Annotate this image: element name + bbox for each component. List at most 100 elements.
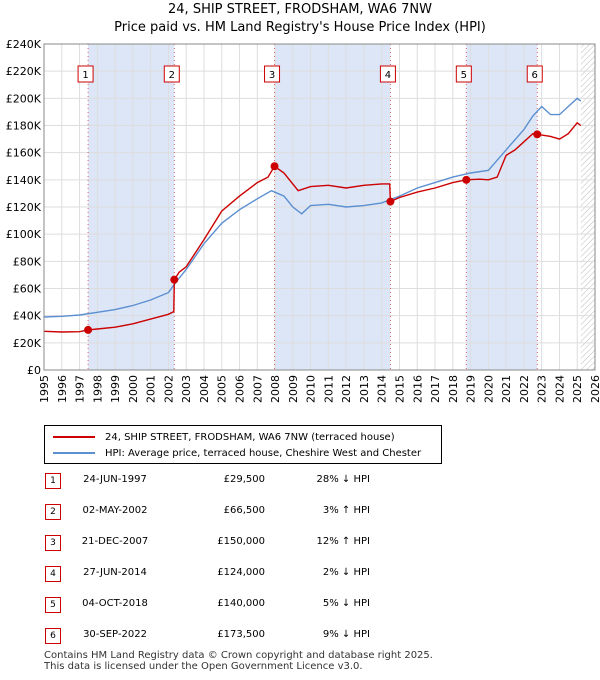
sale-date: 24-JUN-1997 (83, 474, 147, 485)
y-tick-label: £40K (13, 310, 42, 323)
sale-number-badge: 3 (45, 535, 61, 551)
x-tick-label: 1996 (56, 375, 69, 403)
x-tick-label: 2010 (305, 375, 318, 403)
y-tick-label: £120K (6, 201, 42, 214)
sale-number-badge: 2 (45, 504, 61, 520)
x-tick-label: 2015 (393, 375, 406, 403)
y-tick-label: £60K (13, 283, 42, 296)
sale-hpi-diff: 28% ↓ HPI (316, 474, 370, 485)
sale-date: 30-SEP-2022 (83, 629, 147, 640)
y-tick-label: £20K (13, 337, 42, 350)
hpi-series-line (43, 97, 582, 318)
sale-date: 04-OCT-2018 (82, 598, 148, 609)
y-tick-label: £180K (6, 120, 42, 133)
y-tick-label: £200K (6, 92, 42, 105)
x-tick-label: 2002 (162, 375, 175, 403)
legend-item-price: 24, SHIP STREET, FRODSHAM, WA6 7NW (terr… (53, 429, 395, 445)
footer-licence: This data is licensed under the Open Gov… (44, 661, 363, 672)
x-tick-label: 2001 (145, 375, 158, 403)
x-tick-label: 2017 (429, 375, 442, 403)
x-tick-label: 1998 (91, 375, 104, 403)
x-tick-label: 2011 (322, 375, 335, 403)
sale-label-box (455, 65, 472, 83)
legend-label-hpi: HPI: Average price, terraced house, Ches… (105, 447, 422, 459)
x-tick-label: 2024 (553, 375, 566, 403)
sale-point (533, 130, 542, 139)
sale-label-box (163, 65, 180, 83)
x-tick-label: 2022 (518, 375, 531, 403)
x-tick-label: 1995 (38, 375, 51, 403)
sale-label-number: 1 (82, 70, 88, 81)
table-row: 1 24-JUN-1997 £29,500 28% ↓ HPI (0, 470, 600, 492)
x-tick-label: 2000 (127, 375, 140, 403)
legend-swatch-hpi (53, 452, 95, 454)
x-tick-label: 2009 (287, 375, 300, 403)
sale-number-badge: 6 (45, 628, 61, 644)
sale-hpi-diff: 2% ↓ HPI (322, 567, 370, 578)
x-tick-label: 2025 (571, 375, 584, 403)
sale-number-badge: 5 (45, 597, 61, 613)
x-tick-label: 2023 (536, 375, 549, 403)
sale-date: 21-DEC-2007 (81, 536, 149, 547)
sale-point (386, 197, 395, 206)
sale-price: £29,500 (223, 474, 265, 485)
x-tick-label: 2016 (411, 375, 424, 403)
chart-subtitle: Price paid vs. HM Land Registry's House … (114, 20, 486, 35)
sale-price: £150,000 (217, 536, 265, 547)
sale-label-number: 4 (385, 70, 391, 81)
x-tick-label: 1997 (74, 375, 87, 403)
sale-price: £140,000 (217, 598, 265, 609)
x-tick-label: 2012 (340, 375, 353, 403)
sale-hpi-diff: 9% ↓ HPI (322, 629, 370, 640)
sale-date: 02-MAY-2002 (82, 505, 148, 516)
x-tick-label: 2008 (269, 375, 282, 403)
x-tick-label: 1999 (109, 375, 122, 403)
sale-hpi-diff: 3% ↑ HPI (322, 505, 370, 516)
sale-point (270, 162, 279, 171)
y-tick-label: £0 (27, 364, 41, 377)
table-row: 2 02-MAY-2002 £66,500 3% ↑ HPI (0, 501, 600, 523)
y-tick-label: £100K (6, 228, 42, 241)
sale-hpi-diff: 5% ↓ HPI (322, 598, 370, 609)
sale-point (170, 275, 179, 284)
x-tick-label: 2021 (500, 375, 513, 403)
sale-label-box (526, 65, 543, 83)
y-tick-label: £80K (13, 255, 42, 268)
y-tick-label: £160K (6, 147, 42, 160)
sale-price: £66,500 (223, 505, 265, 516)
sale-number-badge: 4 (45, 566, 61, 582)
legend-swatch-price (53, 436, 95, 438)
x-tick-label: 2004 (198, 375, 211, 403)
y-tick-label: £140K (6, 174, 42, 187)
sale-label-number: 6 (532, 70, 538, 81)
x-tick-label: 2019 (465, 375, 478, 403)
sale-number-badge: 1 (45, 473, 61, 489)
price-chart: 1 2 3 4 5 6 £0 £20K £40K £60K £80K £100K £120K £140K £… (6, 38, 600, 403)
x-tick-label: 2007 (251, 375, 264, 403)
x-tick-label: 2026 (589, 375, 600, 403)
sale-price: £173,500 (217, 629, 265, 640)
sale-label-number: 2 (169, 70, 175, 81)
sale-label-box (77, 65, 94, 83)
x-tick-label: 2003 (180, 375, 193, 403)
x-tick-label: 2018 (447, 375, 460, 403)
sale-point (84, 325, 93, 334)
chart-title: 24, SHIP STREET, FRODSHAM, WA6 7NW (168, 2, 432, 17)
legend-item-hpi: HPI: Average price, terraced house, Ches… (53, 445, 421, 461)
footer-copyright: Contains HM Land Registry data © Crown c… (44, 650, 433, 661)
x-tick-label: 2014 (376, 375, 389, 403)
x-tick-label: 2005 (216, 375, 229, 403)
x-tick-label: 2006 (234, 375, 247, 403)
table-row: 5 04-OCT-2018 £140,000 5% ↓ HPI (0, 594, 600, 616)
plot-frame (43, 43, 596, 371)
x-tick-label: 2020 (482, 375, 495, 403)
sale-price: £124,000 (217, 567, 265, 578)
footer: Contains HM Land Registry data © Crown c… (44, 650, 433, 672)
table-row: 4 27-JUN-2014 £124,000 2% ↓ HPI (0, 563, 600, 585)
x-tick-label: 2013 (358, 375, 371, 403)
legend-label-price: 24, SHIP STREET, FRODSHAM, WA6 7NW (terr… (105, 431, 395, 443)
sale-point (462, 175, 471, 184)
sale-date: 27-JUN-2014 (83, 567, 147, 578)
table-row: 6 30-SEP-2022 £173,500 9% ↓ HPI (0, 625, 600, 647)
price-series-line (43, 121, 582, 333)
